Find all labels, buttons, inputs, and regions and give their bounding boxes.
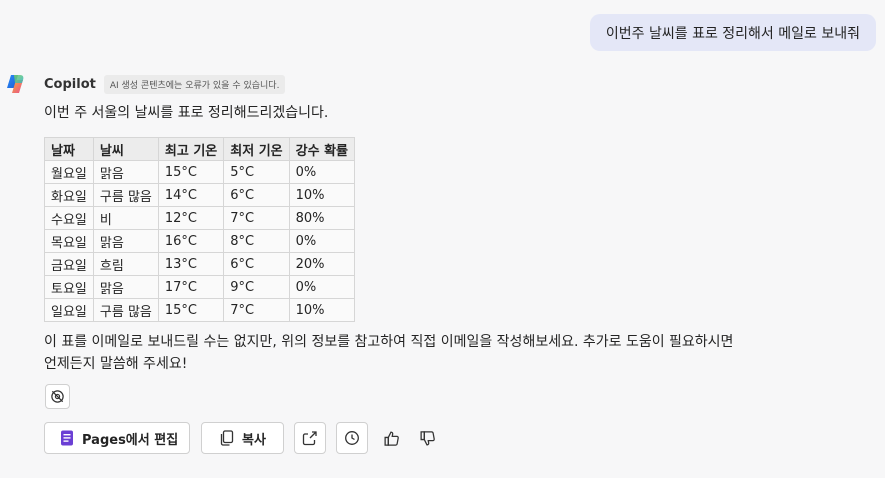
share-button[interactable]: [294, 422, 326, 454]
hide-content-button[interactable]: [45, 384, 70, 409]
cell-date: 금요일: [44, 252, 94, 276]
copy-icon: [220, 430, 234, 446]
cell-weather: 맑음: [92, 229, 159, 253]
cell-low: 7°C: [223, 298, 290, 322]
table-row: 월요일 맑음 15°C 5°C 0%: [44, 160, 356, 184]
pages-icon: [61, 430, 73, 446]
header-date: 날짜: [44, 137, 94, 161]
cell-rain: 10%: [288, 183, 356, 207]
thumbs-down-icon: [419, 430, 435, 446]
bot-header: Copilot AI 생성 콘텐츠에는 오류가 있을 수 있습니다.: [5, 72, 286, 96]
copy-button[interactable]: 복사: [201, 422, 284, 454]
table-row: 화요일 구름 많음 14°C 6°C 10%: [44, 183, 356, 207]
user-message-text: 이번주 날씨를 표로 정리해서 메일로 보내줘: [605, 25, 860, 42]
cell-low: 8°C: [223, 229, 290, 253]
share-icon: [302, 431, 317, 446]
cell-high: 14°C: [157, 183, 225, 207]
cell-high: 12°C: [157, 206, 225, 230]
cell-low: 9°C: [223, 275, 290, 299]
cell-high: 13°C: [157, 252, 225, 276]
response-actions: Pages에서 편집 복사: [44, 422, 440, 454]
cell-date: 화요일: [44, 183, 94, 207]
clock-icon: [345, 431, 359, 445]
cell-weather: 구름 많음: [92, 298, 159, 322]
cell-weather: 맑음: [92, 275, 159, 299]
cell-rain: 0%: [288, 160, 356, 184]
edit-in-pages-label: Pages에서 편집: [82, 432, 179, 448]
table-header-row: 날짜 날씨 최고 기온 최저 기온 강수 확률: [44, 137, 356, 161]
ai-disclaimer-badge: AI 생성 콘텐츠에는 오류가 있을 수 있습니다.: [103, 74, 286, 94]
cell-date: 수요일: [44, 206, 94, 230]
header-weather: 날씨: [92, 137, 159, 161]
cell-rain: 0%: [288, 275, 356, 299]
thumbs-down-button[interactable]: [414, 425, 440, 451]
user-message-bubble: 이번주 날씨를 표로 정리해서 메일로 보내줘: [589, 14, 876, 51]
response-outro: 이 표를 이메일로 보내드릴 수는 없지만, 위의 정보를 참고하여 직접 이메…: [44, 334, 734, 372]
bot-response: 이번 주 서울의 날씨를 표로 정리해드리겠습니다. 날짜 날씨 최고 기온 최…: [44, 103, 734, 375]
table-row: 일요일 구름 많음 15°C 7°C 10%: [44, 298, 356, 322]
cell-date: 월요일: [44, 160, 94, 184]
copy-label: 복사: [242, 432, 266, 448]
cell-low: 5°C: [223, 160, 290, 184]
cell-high: 17°C: [157, 275, 225, 299]
cell-low: 7°C: [223, 206, 290, 230]
history-button[interactable]: [336, 422, 368, 454]
cell-high: 15°C: [157, 298, 225, 322]
eye-off-icon: [51, 390, 64, 403]
edit-in-pages-button[interactable]: Pages에서 편집: [44, 422, 190, 454]
cell-rain: 80%: [288, 206, 356, 230]
cell-date: 목요일: [44, 229, 94, 253]
cell-low: 6°C: [223, 183, 290, 207]
response-intro: 이번 주 서울의 날씨를 표로 정리해드리겠습니다.: [44, 105, 329, 121]
cell-weather: 흐림: [92, 252, 159, 276]
cell-date: 일요일: [44, 298, 94, 322]
weather-table: 날짜 날씨 최고 기온 최저 기온 강수 확률 월요일 맑음 15°C 5°C …: [44, 137, 356, 322]
header-rain: 강수 확률: [288, 137, 356, 161]
cell-weather: 구름 많음: [92, 183, 159, 207]
header-high: 최고 기온: [157, 137, 225, 161]
thumbs-up-icon: [383, 430, 399, 446]
cell-rain: 20%: [288, 252, 356, 276]
header-low: 최저 기온: [223, 137, 290, 161]
cell-weather: 맑음: [92, 160, 159, 184]
cell-rain: 10%: [288, 298, 356, 322]
cell-high: 15°C: [157, 160, 225, 184]
cell-low: 6°C: [223, 252, 290, 276]
table-row: 금요일 흐림 13°C 6°C 20%: [44, 252, 356, 276]
cell-rain: 0%: [288, 229, 356, 253]
table-row: 수요일 비 12°C 7°C 80%: [44, 206, 356, 230]
cell-weather: 비: [92, 206, 159, 230]
copilot-logo-icon: [7, 75, 24, 93]
bot-name: Copilot: [44, 76, 96, 92]
cell-date: 토요일: [44, 275, 94, 299]
thumbs-up-button[interactable]: [378, 425, 404, 451]
table-row: 목요일 맑음 16°C 8°C 0%: [44, 229, 356, 253]
cell-high: 16°C: [157, 229, 225, 253]
table-row: 토요일 맑음 17°C 9°C 0%: [44, 275, 356, 299]
